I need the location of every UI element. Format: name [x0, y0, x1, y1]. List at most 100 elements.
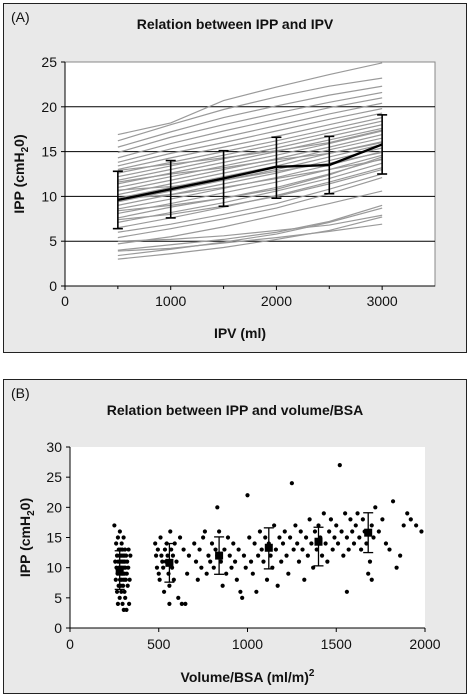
data-point — [419, 529, 424, 534]
data-point — [314, 547, 319, 552]
y-tick-label-b: 20 — [46, 499, 62, 515]
data-point — [211, 565, 216, 570]
x-tick-label-a: 1000 — [155, 293, 186, 309]
individual-line-31 — [117, 129, 383, 172]
data-point — [302, 577, 307, 582]
data-point — [298, 529, 303, 534]
data-point — [179, 601, 184, 606]
data-point — [390, 499, 396, 504]
data-point — [245, 493, 250, 498]
data-point — [126, 565, 131, 570]
data-point — [277, 535, 282, 540]
data-point — [172, 541, 177, 546]
panel-b-tag: (B) — [11, 385, 30, 401]
data-point — [394, 565, 399, 570]
data-point — [119, 541, 124, 546]
data-point — [268, 553, 273, 558]
individual-line-20 — [117, 120, 383, 178]
data-point — [153, 553, 159, 558]
data-point — [282, 529, 287, 534]
data-point — [312, 529, 318, 534]
data-point — [247, 535, 252, 540]
data-point — [114, 541, 119, 546]
individual-line-1 — [117, 216, 383, 260]
data-point — [162, 547, 168, 552]
data-point — [252, 541, 257, 546]
y-tick-label-a: 25 — [41, 54, 57, 70]
data-point — [169, 547, 174, 552]
panel-a-tag: (A) — [11, 9, 30, 25]
data-point — [339, 529, 344, 534]
data-point — [373, 505, 378, 510]
mean-line — [117, 143, 383, 202]
panel-b-title: Relation between IPP and volume/BSA — [106, 402, 364, 418]
individual-line-21 — [117, 116, 383, 174]
mean-marker-b — [314, 537, 323, 546]
data-point — [115, 535, 121, 540]
data-point — [293, 523, 298, 528]
data-point — [195, 577, 200, 582]
data-point — [289, 481, 294, 486]
data-point — [217, 529, 222, 534]
data-point — [127, 601, 132, 606]
data-point — [383, 541, 389, 546]
data-point — [256, 553, 261, 558]
data-point — [231, 541, 236, 546]
data-point — [215, 505, 220, 510]
data-point — [325, 559, 330, 564]
data-point — [348, 517, 353, 522]
data-point — [185, 571, 190, 576]
data-point — [206, 553, 211, 558]
data-point — [398, 553, 403, 558]
y-tick-label-a: 0 — [49, 278, 57, 294]
data-point — [168, 529, 173, 534]
data-point — [414, 523, 419, 528]
data-point — [309, 541, 314, 546]
individual-line-17 — [117, 130, 383, 189]
data-point — [330, 547, 335, 552]
data-point — [186, 553, 192, 558]
data-point — [288, 535, 293, 540]
data-point — [234, 577, 239, 582]
mean-marker-b — [215, 551, 224, 560]
data-point — [337, 463, 342, 468]
individual-line-13 — [117, 143, 383, 203]
data-point — [232, 559, 238, 564]
data-point — [240, 595, 245, 600]
data-point — [171, 577, 176, 582]
x-tick-label-a: 2000 — [261, 293, 292, 309]
individual-line-24 — [117, 102, 383, 163]
data-point — [157, 577, 162, 582]
data-point — [353, 523, 358, 528]
individual-line-29 — [117, 62, 383, 136]
data-point — [327, 529, 332, 534]
data-point — [369, 523, 374, 528]
data-point — [328, 517, 334, 522]
data-point — [272, 523, 277, 528]
data-point — [257, 529, 263, 534]
panel-a: (A) Relation between IPP and IPV 0 5 10 15 2… — [3, 3, 467, 353]
data-point — [222, 547, 227, 552]
data-point — [156, 571, 161, 576]
data-point — [350, 529, 355, 534]
data-point — [303, 535, 309, 540]
data-point — [229, 565, 234, 570]
individual-line-4 — [117, 190, 383, 245]
x-tick-label-b: 2000 — [409, 636, 440, 652]
data-point — [167, 601, 172, 606]
data-point — [113, 577, 118, 582]
data-point — [165, 553, 170, 558]
data-point — [183, 601, 188, 606]
data-point — [119, 589, 124, 594]
data-point — [332, 535, 337, 540]
data-point — [305, 553, 310, 558]
data-point — [117, 595, 122, 600]
data-point — [286, 571, 291, 576]
data-point — [158, 535, 163, 540]
data-point — [357, 535, 362, 540]
data-point — [343, 511, 348, 516]
data-point — [181, 547, 186, 552]
data-point — [366, 571, 371, 576]
data-point — [405, 511, 410, 516]
data-point — [346, 547, 351, 552]
